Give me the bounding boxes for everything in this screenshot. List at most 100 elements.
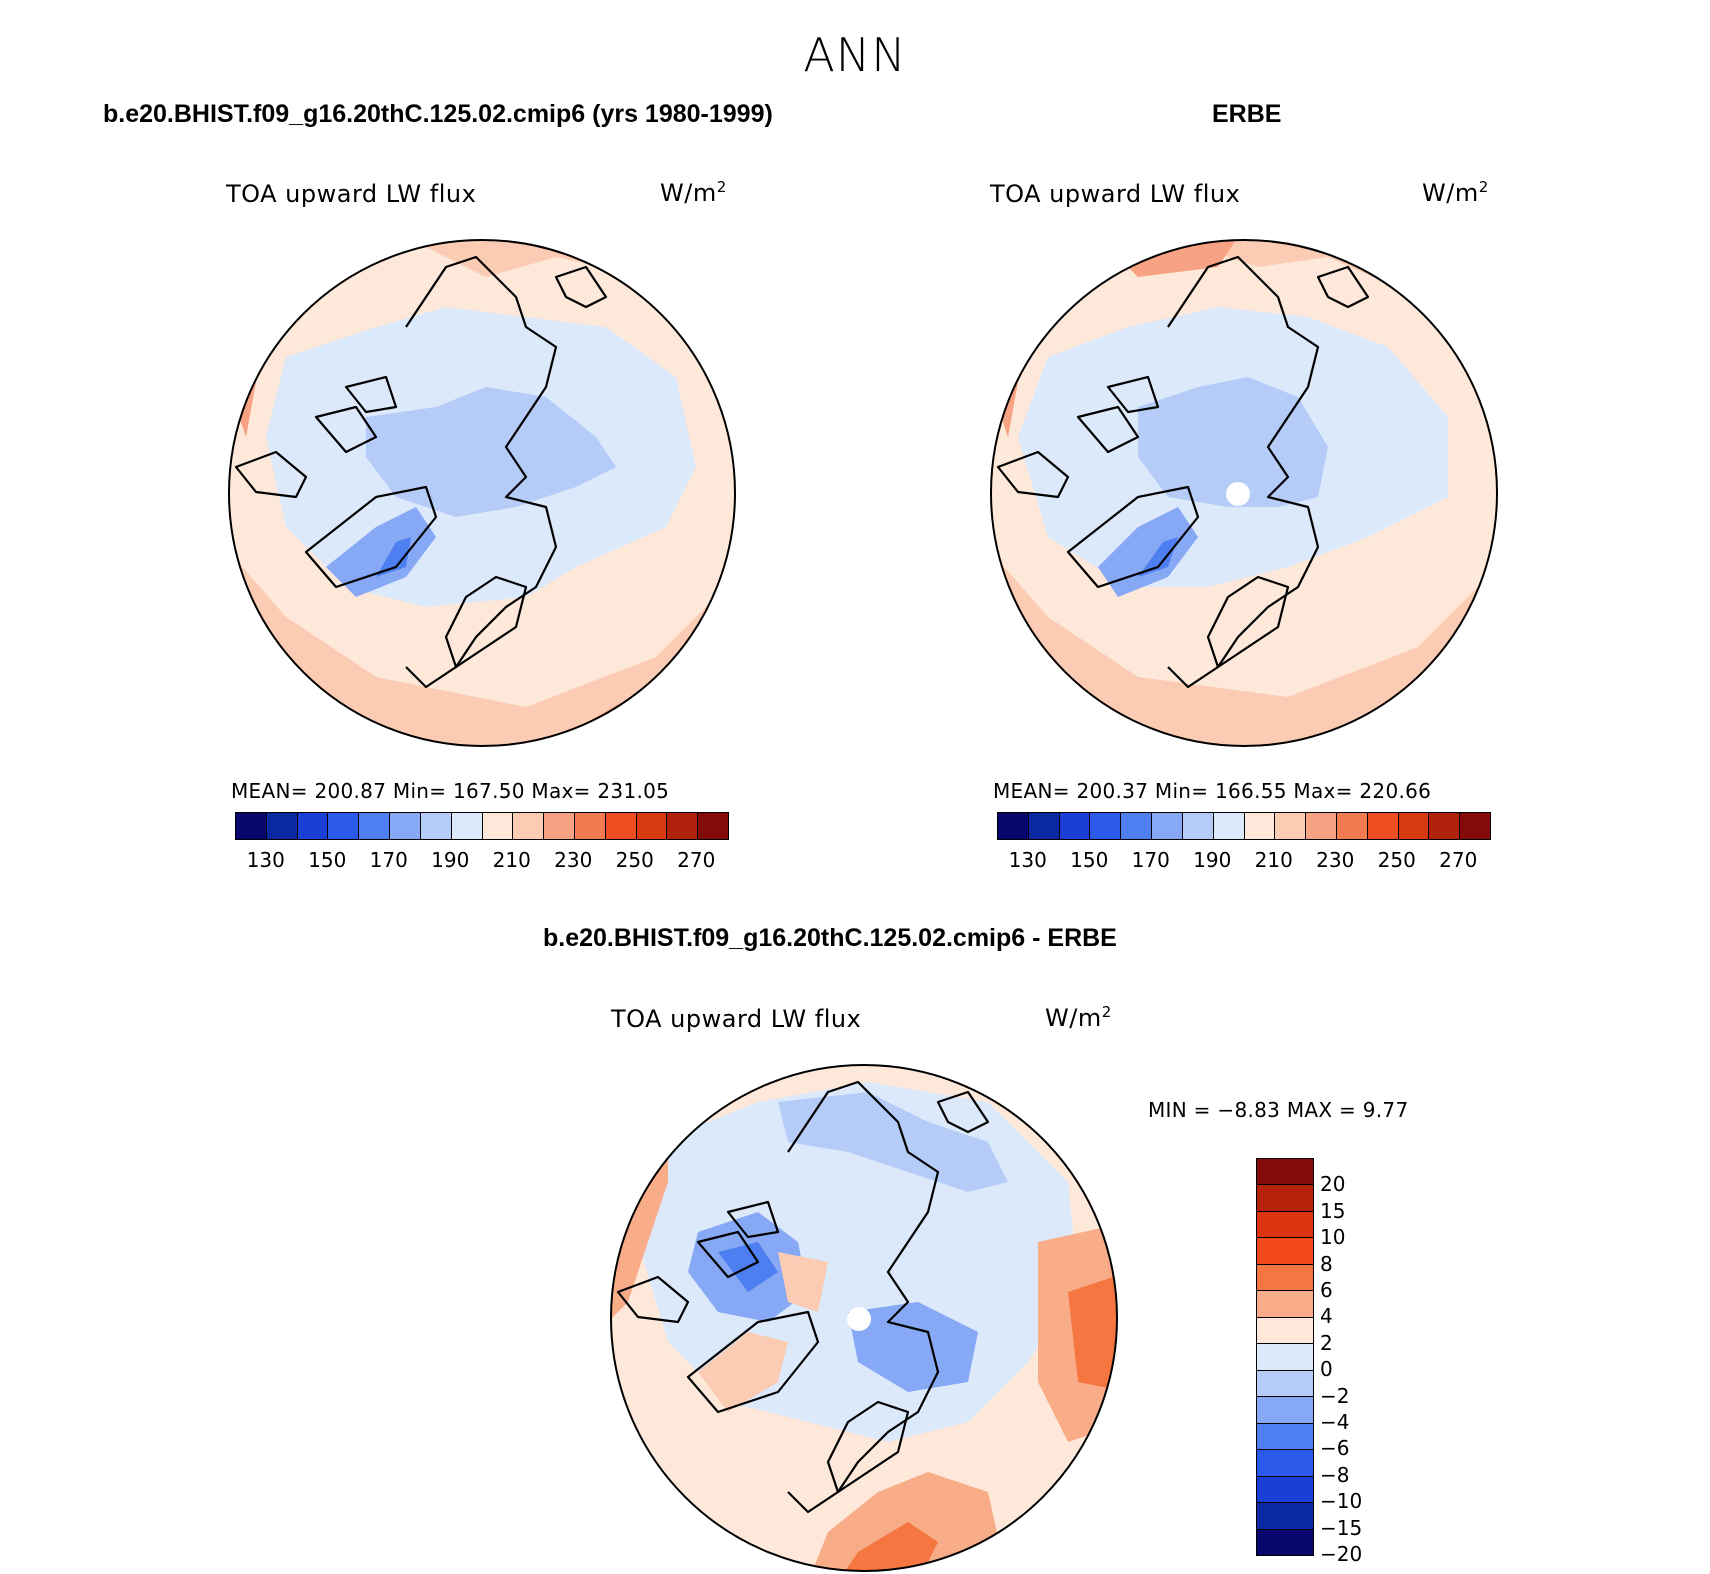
colorbar-swatch [513,813,545,839]
contour-warm2-greenland [698,1332,788,1412]
panel-c-title: b.e20.BHIST.f09_g16.20thC.125.02.cmip6 -… [543,924,1117,952]
colorbar-swatch [636,813,668,839]
colorbar-swatch [482,813,514,839]
panel-a-units: W/m2 [660,178,727,207]
colorbar-swatch [1152,813,1183,839]
coastline-alaska [1316,265,1370,309]
colorbar-swatch [451,813,483,839]
colorbar-swatch [1257,1423,1313,1451]
colorbar-swatch [1257,1291,1313,1318]
colorbar-swatch [1059,813,1091,839]
panel-b-title: ERBE [1212,100,1282,128]
colorbar-tick-label: 270 [1439,848,1478,872]
colorbar-swatch [998,813,1029,839]
panel-c-units: W/m2 [1045,1003,1112,1032]
colorbar-tick-label: 8 [1320,1251,1333,1276]
coastline-canadian-archipelago [996,375,1160,499]
coastline-greenland [686,1310,820,1414]
coastline-eurasia [1167,255,1320,689]
colorbar-tick-label: 150 [308,848,347,872]
colorbar-swatch [328,813,360,839]
colorbar-swatch [420,813,452,839]
panel-c-colorbar-ticks: 20 15 10 8 6 4 2 0 −2 −4 −6 −8 −10 −15 −20 [1320,1158,1400,1566]
colorbar-swatch [1275,813,1307,839]
colorbar-swatch [1257,1185,1313,1212]
coastline-alaska [936,1090,990,1134]
missing-data-pole [1226,482,1250,506]
contour-cool2-n [778,1092,1008,1192]
colorbar-swatch [1244,813,1276,839]
colorbar-swatch [544,813,575,839]
panel-c-colorbar [1256,1158,1314,1556]
colorbar-swatch [1257,1450,1313,1477]
colorbar-swatch [1028,813,1060,839]
colorbar-swatch [698,813,728,839]
contour-cool4 [1138,537,1178,577]
panel-b-polar-map [990,239,1498,747]
colorbar-swatch [605,813,637,839]
colorbar-swatch [1090,813,1122,839]
colorbar-tick-label: 190 [431,848,470,872]
colorbar-tick-label: 210 [492,848,531,872]
panel-a-colorbar-ticks: 130 150 170 190 210 230 250 270 [235,848,727,874]
contour-cool2 [1138,377,1328,507]
colorbar-swatch [1460,813,1490,839]
colorbar-tick-label: −6 [1320,1436,1350,1461]
coastline-scandinavia [826,1400,910,1494]
colorbar-tick-label: 250 [1377,848,1416,872]
colorbar-swatch [1213,813,1245,839]
panel-b-colorbar-ticks: 130 150 170 190 210 230 250 270 [997,848,1489,874]
figure-title: ANN [803,28,907,82]
colorbar-tick-label: 4 [1320,1304,1333,1329]
map-boundary [990,239,1498,747]
colorbar-swatch [236,813,267,839]
panel-a-variable-label: TOA upward LW flux [226,180,477,208]
coastline-eurasia [787,1080,940,1514]
colorbar-swatch [1257,1344,1313,1371]
colorbar-swatch [1257,1211,1313,1239]
missing-data-pole [847,1307,871,1331]
colorbar-tick-label: −10 [1320,1489,1363,1514]
colorbar-tick-label: 170 [369,848,408,872]
colorbar-swatch [359,813,391,839]
panel-b-units: W/m2 [1422,178,1489,207]
colorbar-swatch [574,813,606,839]
contour-cool3 [1098,507,1198,597]
coastline-alaska [554,265,608,309]
colorbar-swatch [1306,813,1337,839]
colorbar-tick-label: 130 [1008,848,1047,872]
coastline-canadian-archipelago [616,1200,780,1324]
coastline-scandinavia [1206,575,1290,669]
colorbar-tick-label: 250 [615,848,654,872]
colorbar-swatch [1257,1370,1313,1398]
colorbar-swatch [1257,1264,1313,1292]
colorbar-swatch [1257,1529,1313,1556]
coastline-greenland [304,485,438,589]
colorbar-swatch [1257,1159,1313,1186]
colorbar-tick-label: 0 [1320,1357,1333,1382]
panel-a-stats: MEAN= 200.87 Min= 167.50 Max= 231.05 [231,779,670,803]
colorbar-swatch [667,813,699,839]
panel-c-variable-label: TOA upward LW flux [611,1005,862,1033]
colorbar-tick-label: 150 [1070,848,1109,872]
colorbar-swatch [1367,813,1399,839]
colorbar-tick-label: 170 [1131,848,1170,872]
colorbar-swatch [1257,1397,1313,1424]
colorbar-swatch [297,813,329,839]
colorbar-swatch [1257,1317,1313,1345]
panel-a-colorbar [235,812,729,840]
coastline-canadian-archipelago [234,375,398,499]
panel-c-polar-map [610,1064,1118,1572]
map-boundary [228,239,736,747]
colorbar-swatch [1398,813,1430,839]
colorbar-tick-label: 270 [677,848,716,872]
colorbar-tick-label: −20 [1320,1542,1363,1566]
colorbar-swatch [266,813,298,839]
colorbar-tick-label: −8 [1320,1462,1350,1487]
colorbar-tick-label: 15 [1320,1198,1346,1223]
panel-b-stats: MEAN= 200.37 Min= 166.55 Max= 220.66 [993,779,1432,803]
colorbar-swatch [1121,813,1153,839]
colorbar-tick-label: −4 [1320,1410,1350,1434]
colorbar-tick-label: 2 [1320,1330,1333,1355]
colorbar-tick-label: −15 [1320,1515,1363,1540]
